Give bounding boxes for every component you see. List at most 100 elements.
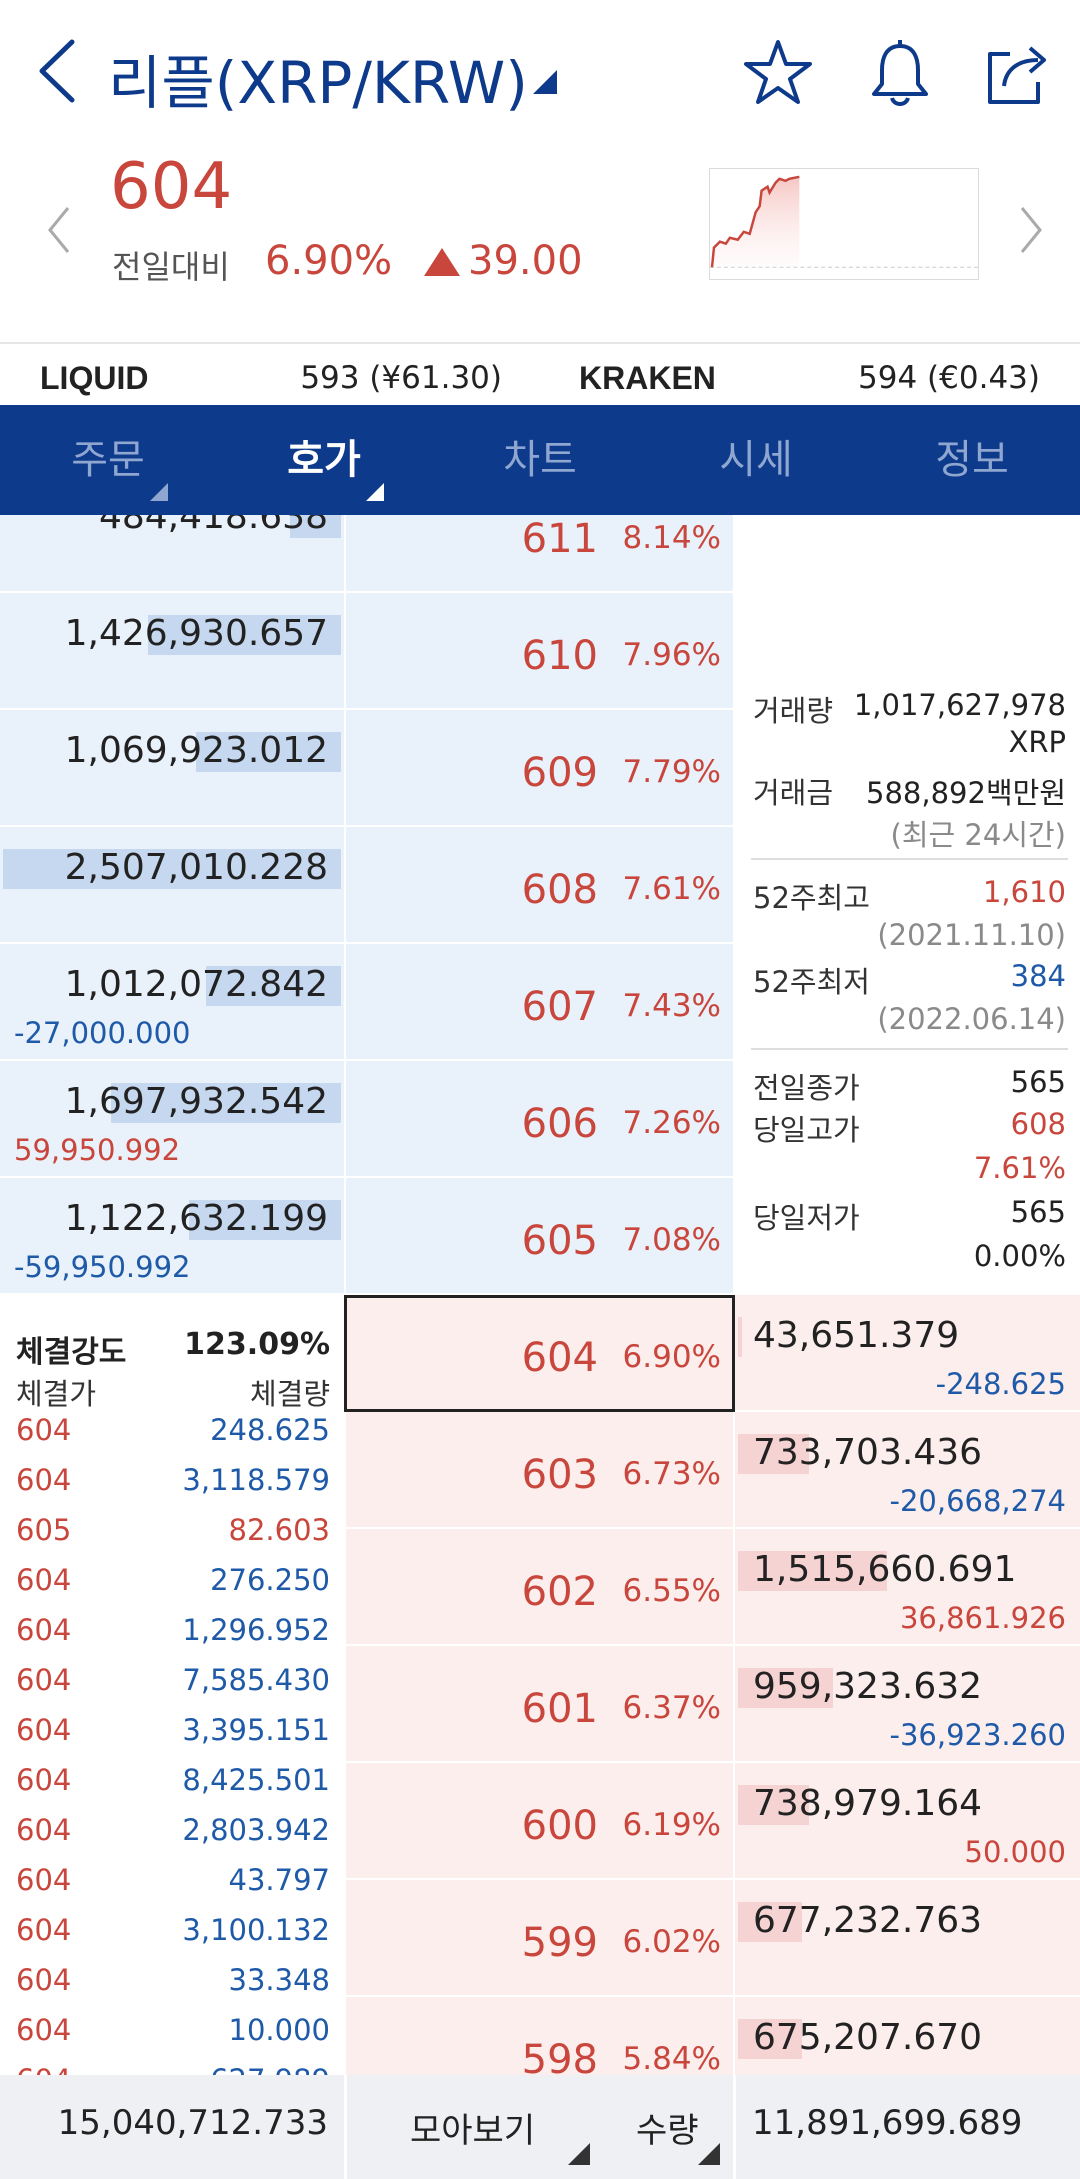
trade-volume: 7,585.430 [182,1663,330,1697]
title-dropdown-icon[interactable] [533,70,557,94]
tab-info[interactable]: 정보 [935,437,1009,483]
ask-row[interactable]: 2,507,010.228 608 7.61% [0,827,1080,944]
ask-quantity-cell: 484,418.638 [0,515,344,591]
bid-quantity: 738,979.164 [753,1783,983,1824]
price-summary: 604 전일대비 6.90% 39.00 [0,150,1080,342]
tab-bar: 주문 호가 차트 시세 정보 [0,405,1080,515]
ask-percent: 7.26% [622,1105,721,1141]
bid-quantity-cell: 733,703.436 -20,668,274 [735,1412,1080,1527]
volume-label: 거래량 [753,694,834,728]
bid-row[interactable]: 598 5.84% 675,207.670 [0,1997,1080,2075]
exchange-kraken-name: KRAKEN [579,360,716,396]
bid-price: 599 [521,1920,598,1966]
bid-price-cell[interactable]: 598 5.84% [346,1997,733,2075]
trade-row: 604 3,100.132 [0,1913,344,1963]
trade-row: 604 248.625 [0,1413,344,1463]
bid-row[interactable]: 600 6.19% 738,979.164 50.000 [0,1763,1080,1880]
trade-row: 604 1,296.952 [0,1613,344,1663]
ask-quantity-cell: 1,426,930.657 [0,593,344,708]
ask-price-cell[interactable]: 608 7.61% [346,827,733,942]
bid-price-cell[interactable]: 604 6.90% [346,1295,733,1410]
ask-quantity-bar [189,1200,341,1240]
trade-row: 604 276.250 [0,1563,344,1613]
ask-price-cell[interactable]: 611 8.14% [346,515,733,591]
bid-row[interactable]: 599 6.02% 677,232.763 [0,1880,1080,1997]
app-header: 리플(XRP/KRW) [0,0,1080,150]
trade-volume: 276.250 [210,1563,330,1597]
bid-price-cell[interactable]: 600 6.19% [346,1763,733,1878]
ask-quantity-cell: 1,069,923.012 [0,710,344,825]
trade-volume: 43.797 [228,1863,330,1897]
bid-row[interactable]: 601 6.37% 959,323.632 -36,923.260 [0,1646,1080,1763]
trade-price: 604 [16,2013,72,2047]
ask-price-cell[interactable]: 609 7.79% [346,710,733,825]
trade-volume: 3,100.132 [182,1913,330,1947]
ask-quantity-change: 59,950.992 [14,1133,181,1167]
bid-price: 601 [521,1686,598,1732]
bell-icon[interactable] [862,36,938,112]
ask-row[interactable]: 484,418.638 611 8.14% [0,515,1080,593]
ask-quantity-cell: 1,122,632.199 -59,950.992 [0,1178,344,1293]
page-title[interactable]: 리플(XRP/KRW) [108,49,528,117]
trade-volume: 10.000 [228,2013,330,2047]
bid-quantity-bar [738,2019,802,2059]
ask-row[interactable]: 1,426,930.657 610 7.96% [0,593,1080,710]
day-high-percent: 7.61% [973,1151,1066,1185]
bid-percent: 5.84% [622,2041,721,2075]
bid-price-cell[interactable]: 602 6.55% [346,1529,733,1644]
trade-price: 604 [16,1613,72,1647]
ask-row[interactable]: 1,069,923.012 609 7.79% [0,710,1080,827]
ask-price-cell[interactable]: 606 7.26% [346,1061,733,1176]
star-icon[interactable] [740,36,816,112]
tab-orderbook[interactable]: 호가 [287,437,361,483]
ask-quantity: 1,426,930.657 [64,613,328,654]
ask-row[interactable]: 1,012,072.842 -27,000.000 607 7.43% [0,944,1080,1061]
trade-price-header: 체결가 [16,1377,97,1411]
bid-quantity: 677,232.763 [753,1900,983,1941]
back-arrow-icon[interactable] [30,36,90,106]
ask-quantity-bar [290,515,341,538]
trade-volume: 82.603 [228,1513,330,1547]
prev-coin-icon[interactable] [40,200,80,260]
ask-quantity: 1,012,072.842 [64,964,328,1005]
trade-volume: 3,118.579 [182,1463,330,1497]
bid-price-cell[interactable]: 599 6.02% [346,1880,733,1995]
bid-row[interactable]: 604 6.90% 43,651.379 -248.625 [0,1295,1080,1412]
bid-quantity-bar [738,1434,809,1474]
current-price-highlight [344,1295,735,1412]
ask-price-cell[interactable]: 610 7.96% [346,593,733,708]
change-amount: 39.00 [468,238,583,284]
unit-button[interactable]: 수량 [636,2111,699,2151]
bid-row[interactable]: 603 6.73% 733,703.436 -20,668,274 [0,1412,1080,1529]
bid-quantity-bar [738,1902,802,1942]
next-coin-icon[interactable] [1010,200,1050,260]
ask-price: 606 [521,1101,598,1147]
trade-tape: 체결강도 123.09% 체결가 체결량 604 248.625 604 3,11… [0,1295,344,2075]
bid-quantity-bar [738,1785,809,1825]
bid-total: 11,891,699.689 [752,2103,1023,2143]
tab-order[interactable]: 주문 [71,437,145,483]
ask-row[interactable]: 1,697,932.542 59,950.992 606 7.26% [0,1061,1080,1178]
period-note: (최근 24시간) [890,818,1066,852]
ask-price-cell[interactable]: 607 7.43% [346,944,733,1059]
mini-price-chart[interactable] [709,168,979,280]
ask-quantity-bar [148,615,341,655]
bid-price-cell[interactable]: 601 6.37% [346,1646,733,1761]
share-icon[interactable] [980,36,1056,112]
bid-price-cell[interactable]: 603 6.73% [346,1412,733,1527]
bid-quantity-cell: 43,651.379 -248.625 [735,1295,1080,1410]
ask-price-cell[interactable]: 605 7.08% [346,1178,733,1293]
view-mode-button[interactable]: 모아보기 [410,2111,536,2151]
tab-market[interactable]: 시세 [719,437,793,483]
ask-row[interactable]: 1,122,632.199 -59,950.992 605 7.08% [0,1178,1080,1295]
info-divider [751,1048,1068,1050]
view-mode-dropdown-icon [568,2143,590,2165]
high52-date: (2021.11.10) [877,918,1066,952]
ask-quantity-bar [196,732,341,772]
ask-percent: 7.61% [622,871,721,907]
bid-row[interactable]: 602 6.55% 1,515,660.691 36,861.926 [0,1529,1080,1646]
ask-total: 15,040,712.733 [57,2103,328,2143]
ask-quantity: 1,069,923.012 [64,730,328,771]
trade-price: 605 [16,1513,72,1547]
tab-chart[interactable]: 차트 [503,437,577,483]
